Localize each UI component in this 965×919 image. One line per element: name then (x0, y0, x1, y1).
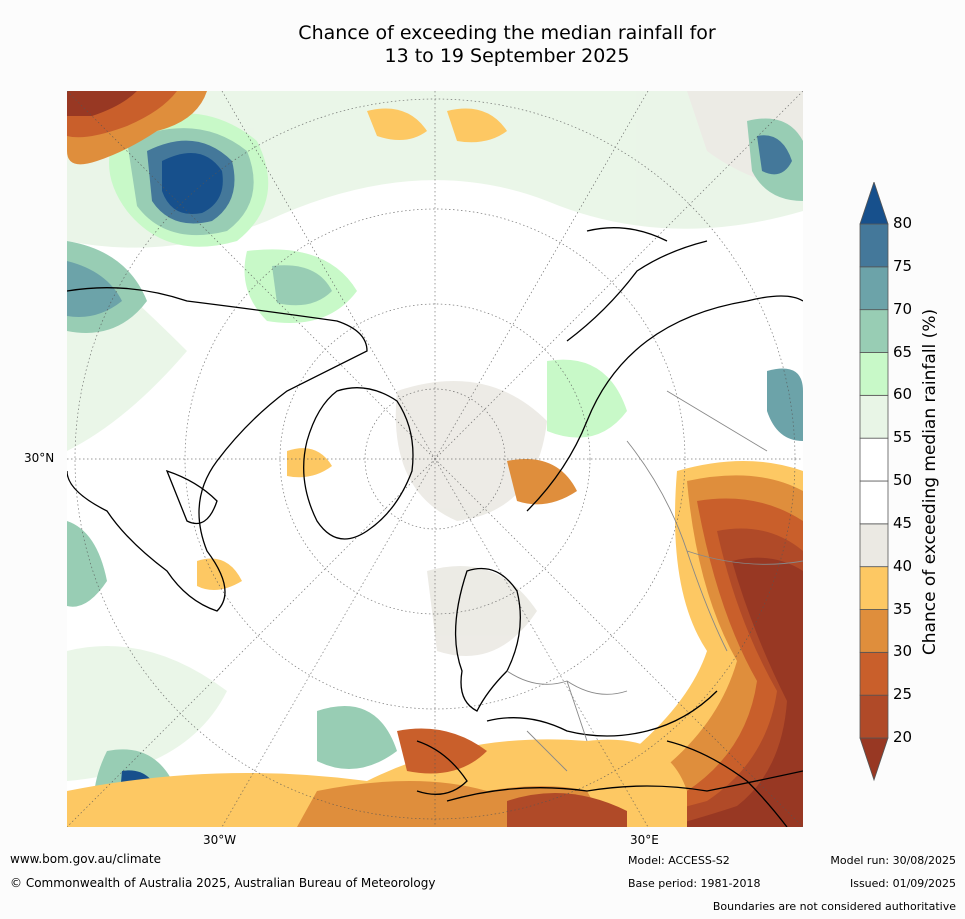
colorbar-label: Chance of exceeding median rainfall (%) (920, 308, 940, 656)
graticule (67, 91, 803, 827)
colorbar-bin (859, 352, 889, 396)
model-name: Model: ACCESS-S2 (628, 854, 730, 867)
colorbar-tick-label: 40 (893, 556, 913, 575)
title-line-1: Chance of exceeding the median rainfall … (298, 22, 716, 44)
rainfall-probability-map (67, 91, 803, 827)
colorbar-bin (859, 394, 889, 439)
colorbar-bin (859, 609, 889, 653)
colorbar-bin (859, 651, 889, 696)
country-borders (506, 390, 803, 772)
map-title: Chance of exceeding the median rainfall … (0, 22, 965, 68)
colorbar-tick-label: 50 (893, 471, 913, 489)
colorbar-bin (859, 523, 889, 568)
colorbar-tick-label: 55 (893, 428, 913, 447)
colorbar-bin (859, 694, 889, 739)
colorbar-bin (859, 266, 889, 311)
issued-date: Issued: 01/09/2025 (849, 877, 956, 890)
boundary-disclaimer: Boundaries are not considered authoritat… (712, 900, 956, 913)
colorbar-tick-label: 35 (893, 599, 913, 618)
website-link[interactable]: www.bom.gov.au/climate (10, 852, 161, 866)
copyright-notice: © Commonwealth of Australia 2025, Austra… (10, 876, 436, 890)
colorbar-bin (859, 480, 889, 525)
base-period: Base period: 1981-2018 (628, 877, 761, 890)
title-line-2: 13 to 19 September 2025 (384, 45, 630, 67)
lat-label-30n: 30°N (24, 451, 55, 465)
coastlines (67, 227, 803, 827)
colorbar-tick-label: 70 (893, 299, 913, 318)
colorbar-bin (859, 223, 889, 268)
colorbar-tick-label: 60 (893, 385, 913, 404)
colorbar-bin (859, 437, 889, 482)
colorbar-tick-label: 80 (893, 214, 913, 232)
model-run-date: Model run: 30/08/2025 (830, 854, 956, 867)
colorbar-extend-low (859, 737, 889, 782)
wet-areas (67, 113, 803, 827)
lon-label-30w: 30°W (203, 833, 237, 847)
lon-label-30e: 30°E (630, 833, 659, 847)
colorbar-tick-label: 30 (893, 642, 913, 661)
colorbar-tick-label: 75 (893, 256, 913, 275)
dry-areas (67, 91, 803, 827)
colorbar-tick-label: 45 (893, 513, 913, 532)
colorbar-bin (859, 566, 889, 610)
colorbar-extend-high (859, 182, 889, 225)
colorbar-bin (859, 309, 889, 353)
colorbar-tick-label: 65 (893, 342, 913, 361)
colorbar-tick-label: 25 (893, 685, 913, 704)
colorbar-tick-label: 20 (893, 728, 913, 746)
colorbar (859, 182, 889, 782)
